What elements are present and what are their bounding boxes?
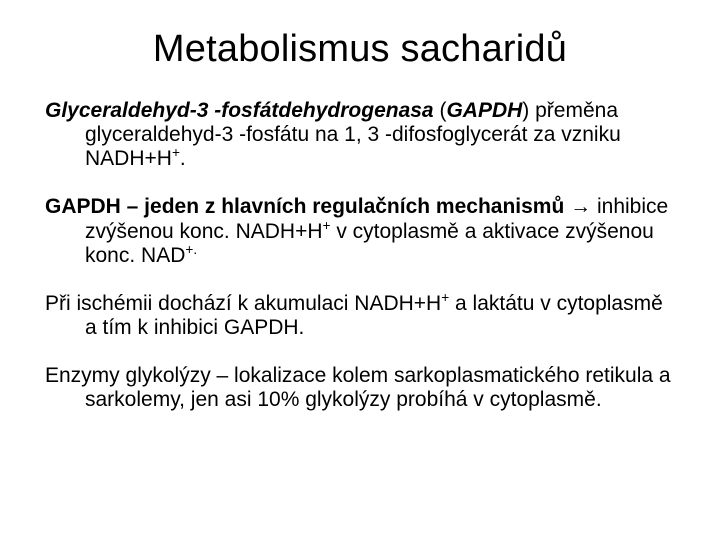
- p2-sup2: +.: [185, 242, 197, 257]
- p1-paren-open: (: [434, 99, 447, 122]
- p1-sup1: +: [172, 145, 180, 160]
- p1-rest2: .: [180, 147, 186, 170]
- p1-gapdh: GAPDH: [446, 99, 522, 122]
- slide: Metabolismus sacharidů Glyceraldehyd-3 -…: [0, 0, 720, 540]
- arrow-right-icon: →: [564, 195, 597, 218]
- page-title: Metabolismus sacharidů: [45, 28, 675, 71]
- p1-lead: Glyceraldehyd-3 -fosfátdehydrogenasa: [45, 99, 434, 122]
- p4-rest1: Enzymy glykolýzy – lokalizace kolem sark…: [45, 364, 671, 411]
- p3-sup1: +: [441, 290, 449, 305]
- paragraph-2: GAPDH – jeden z hlavních regulačních mec…: [45, 195, 675, 267]
- paragraph-3: Při ischémii dochází k akumulaci NADH+H+…: [45, 292, 675, 340]
- paragraph-4: Enzymy glykolýzy – lokalizace kolem sark…: [45, 364, 675, 412]
- paragraph-1: Glyceraldehyd-3 -fosfátdehydrogenasa (GA…: [45, 99, 675, 171]
- p3-rest1: Při ischémii dochází k akumulaci NADH+H: [45, 292, 441, 315]
- p2-lead: GAPDH – jeden z hlavních regulačních mec…: [45, 195, 564, 218]
